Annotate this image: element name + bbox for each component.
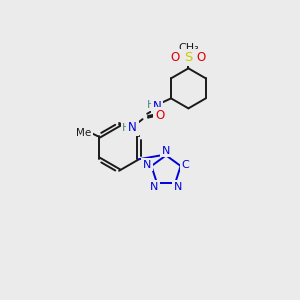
Text: N: N	[162, 146, 170, 156]
Text: O: O	[197, 51, 206, 64]
Text: S: S	[184, 51, 193, 64]
Text: C: C	[181, 160, 189, 170]
Text: H: H	[122, 123, 130, 133]
Text: N: N	[143, 160, 151, 170]
Text: N: N	[128, 121, 137, 134]
Text: N: N	[150, 182, 158, 192]
Text: H: H	[147, 100, 155, 110]
Text: N: N	[174, 182, 182, 192]
Text: O: O	[171, 51, 180, 64]
Text: N: N	[153, 100, 162, 112]
Text: CH₃: CH₃	[178, 43, 199, 52]
Text: Me: Me	[76, 128, 91, 138]
Text: O: O	[155, 109, 164, 122]
